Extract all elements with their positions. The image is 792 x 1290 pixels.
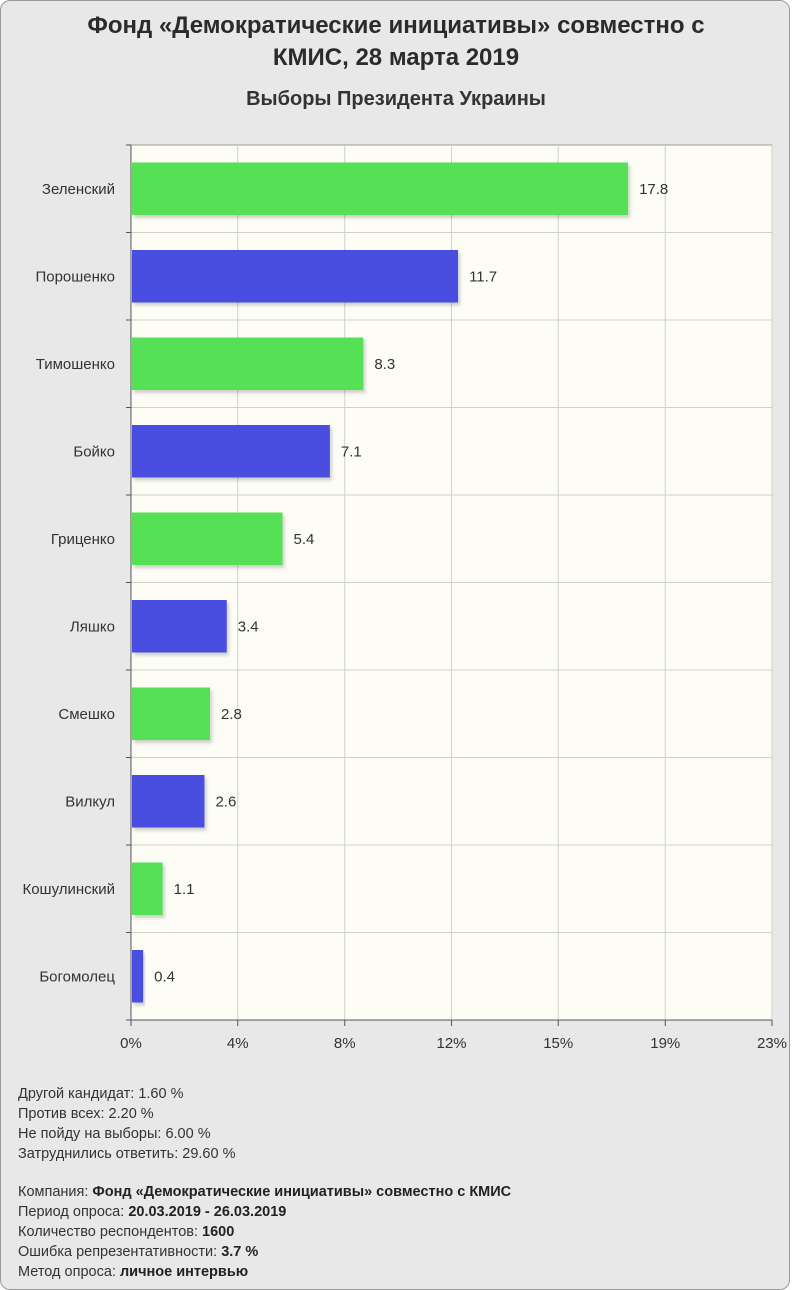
category-label: Ляшко [70, 618, 115, 635]
bar [132, 250, 459, 303]
bar [132, 600, 227, 653]
value-label: 11.7 [469, 268, 497, 285]
note-against-all: Против всех: 2.20 % [18, 1106, 154, 1122]
value-label: 1.1 [174, 881, 195, 898]
x-tick-label: 15% [543, 1035, 573, 1052]
value-label: 3.4 [238, 618, 259, 635]
category-label: Кошулинский [22, 881, 115, 898]
category-label: Гриценко [51, 531, 115, 548]
value-label: 17.8 [639, 181, 668, 198]
meta-error: Ошибка репрезентативности: 3.7 % [18, 1244, 259, 1260]
meta-method: Метод опроса: личное интервью [18, 1264, 249, 1280]
category-label: Зеленский [42, 181, 115, 198]
chart-title: Выборы Президента Украины [246, 88, 546, 110]
category-label: Богомолец [39, 968, 115, 985]
bar [132, 862, 163, 915]
category-label: Бойко [73, 443, 115, 460]
x-tick-label: 19% [650, 1035, 680, 1052]
bar [132, 162, 629, 215]
value-label: 5.4 [293, 531, 314, 548]
value-label: 2.8 [221, 706, 242, 723]
value-label: 0.4 [154, 968, 175, 985]
category-label: Порошенко [35, 268, 115, 285]
meta-respondents: Количество респондентов: 1600 [18, 1224, 235, 1240]
title-line-2: КМИС, 28 марта 2019 [272, 44, 520, 71]
title-line-1: Фонд «Демократические инициативы» совмес… [87, 12, 705, 39]
category-label: Тимошенко [36, 356, 115, 373]
note-undecided: Затруднились ответить: 29.60 % [18, 1146, 236, 1162]
bar-chart: 0% 4% 8% 12% 15% 19% 23% Зеленский 17.8 Порошенко… [22, 144, 787, 1052]
x-tick-label: 8% [334, 1035, 356, 1052]
survey-meta: Компания: Фонд «Демократические инициати… [18, 1182, 511, 1282]
x-tick-label: 0% [120, 1035, 142, 1052]
meta-period: Период опроса: 20.03.2019 - 26.03.2019 [18, 1204, 287, 1220]
bar [132, 687, 211, 740]
value-label: 8.3 [374, 356, 395, 373]
page-title: Фонд «Демократические инициативы» совмес… [0, 10, 792, 74]
x-tick-label: 4% [227, 1035, 249, 1052]
note-not-voting: Не пойду на выборы: 6.00 % [18, 1126, 211, 1142]
bar [132, 337, 364, 390]
x-tick-label: 23% [757, 1035, 787, 1052]
value-label: 2.6 [215, 793, 236, 810]
notes-block: Другой кандидат: 1.60 % Против всех: 2.2… [18, 1084, 236, 1164]
value-label: 7.1 [341, 443, 362, 460]
bar [132, 425, 330, 478]
bar [132, 512, 283, 565]
note-other: Другой кандидат: 1.60 % [18, 1086, 184, 1102]
bar [132, 775, 205, 828]
bar [132, 950, 144, 1003]
category-label: Смешко [58, 706, 115, 723]
category-label: Вилкул [65, 793, 115, 810]
x-tick-label: 12% [436, 1035, 466, 1052]
meta-company: Компания: Фонд «Демократические инициати… [18, 1184, 512, 1200]
